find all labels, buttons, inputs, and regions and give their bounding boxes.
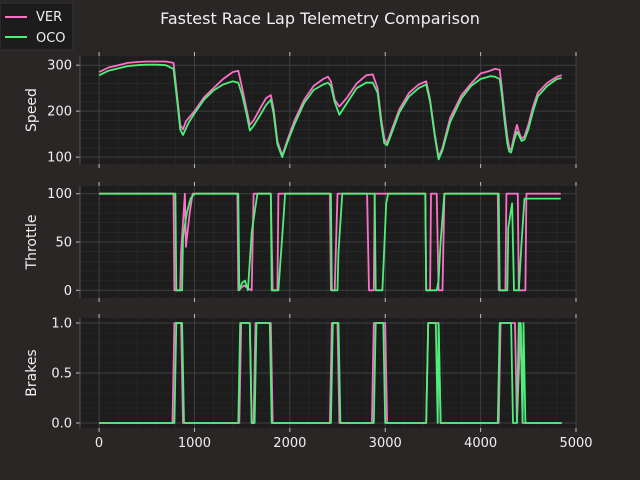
chart-title: Fastest Race Lap Telemetry Comparison	[160, 9, 480, 28]
series-line-oco	[99, 192, 561, 292]
y-tick-label: 0	[64, 284, 72, 299]
panel-speed: 100 200 300 Speed	[24, 52, 577, 168]
x-tick-label: 4000	[464, 436, 497, 451]
y-tick-label: 50	[55, 236, 72, 251]
legend-box	[0, 2, 74, 51]
y-tick-label: 300	[47, 59, 72, 74]
x-tick-label: 1000	[178, 436, 211, 451]
y-tick-label: 0.5	[51, 367, 72, 382]
y-axis-label: Brakes	[24, 349, 40, 396]
y-tick-label: 100	[47, 151, 72, 166]
y-axis-label: Throttle	[24, 215, 40, 271]
series-line-oco	[98, 63, 562, 161]
series-line-oco	[99, 322, 562, 424]
x-tick-label: 5000	[559, 436, 592, 451]
panel-throttle: 0 50 100 Throttle	[24, 182, 577, 302]
y-tick-label: 200	[47, 105, 72, 120]
panel-brakes: 0.0 0.5 1.0 Brakes 0 1000 2000 3000 4000 5000	[24, 314, 593, 451]
x-tick-label: 2000	[273, 436, 306, 451]
x-tick-label: 3000	[369, 436, 402, 451]
legend: VER OCO	[0, 2, 74, 51]
y-tick-label: 100	[47, 187, 72, 202]
y-tick-label: 1.0	[51, 317, 72, 332]
y-tick-label: 0.0	[51, 417, 72, 432]
x-tick-label: 0	[95, 436, 103, 451]
legend-label-ver: VER	[36, 10, 62, 25]
panels: 100 200 300 Speed 0 50 100 Throttle 0.0 0.5 1.0 Bra…	[24, 52, 593, 451]
y-axis-label: Speed	[24, 88, 40, 132]
legend-label-oco: OCO	[36, 31, 66, 46]
